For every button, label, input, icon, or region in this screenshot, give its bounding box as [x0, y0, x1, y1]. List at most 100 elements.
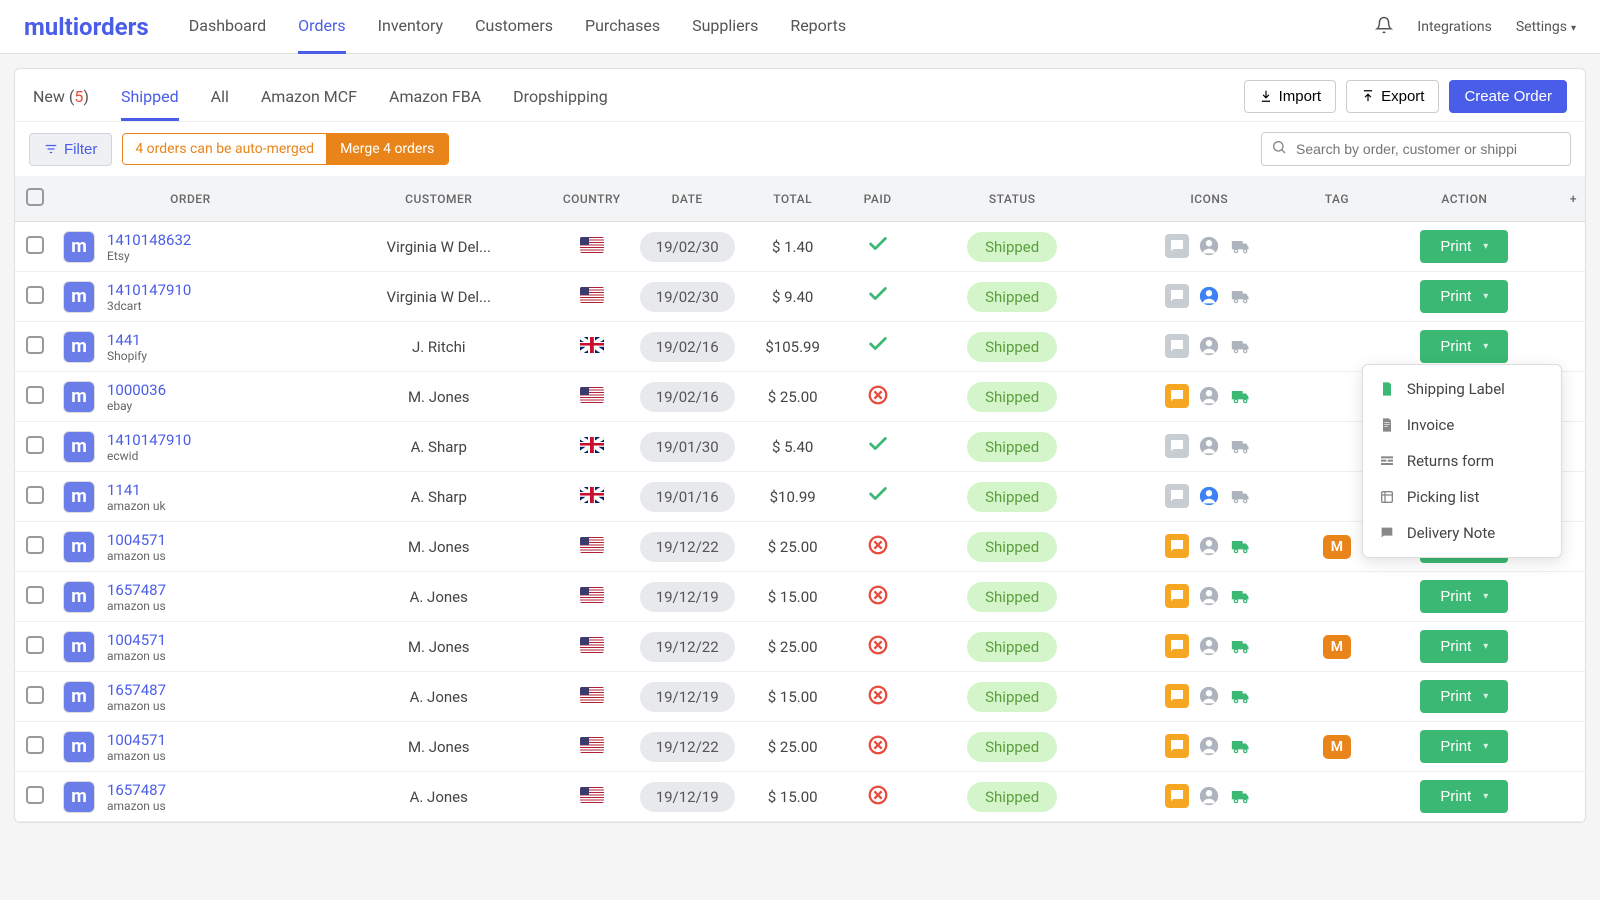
tab-all[interactable]: All	[211, 79, 229, 121]
nav-reports[interactable]: Reports	[790, 0, 846, 54]
person-icon[interactable]	[1197, 484, 1221, 508]
row-checkbox[interactable]	[26, 786, 44, 804]
comment-icon[interactable]	[1165, 734, 1189, 758]
order-id-link[interactable]: 1410147910	[107, 281, 191, 299]
tab-new[interactable]: New (5)	[33, 79, 89, 121]
comment-icon[interactable]	[1165, 684, 1189, 708]
truck-icon[interactable]	[1229, 484, 1253, 508]
comment-icon[interactable]	[1165, 584, 1189, 608]
table-row: m 1657487 amazon us A. Jones 19/12/19 $ …	[15, 672, 1585, 722]
truck-icon[interactable]	[1229, 784, 1253, 808]
order-id-link[interactable]: 1657487	[107, 581, 166, 599]
bell-icon[interactable]	[1375, 16, 1393, 38]
search-input[interactable]	[1261, 132, 1571, 166]
filter-button[interactable]: Filter	[29, 133, 112, 166]
row-checkbox[interactable]	[26, 286, 44, 304]
print-button[interactable]: Print▾	[1420, 630, 1508, 663]
person-icon[interactable]	[1197, 384, 1221, 408]
person-icon[interactable]	[1197, 234, 1221, 258]
comment-icon[interactable]	[1165, 784, 1189, 808]
person-icon[interactable]	[1197, 784, 1221, 808]
row-checkbox[interactable]	[26, 436, 44, 454]
select-all-checkbox[interactable]	[26, 188, 44, 206]
row-checkbox[interactable]	[26, 386, 44, 404]
dropdown-item-shipping-label[interactable]: Shipping Label	[1363, 371, 1561, 407]
order-id-link[interactable]: 1000036	[107, 381, 166, 399]
order-id-link[interactable]: 1004571	[107, 731, 166, 749]
truck-icon[interactable]	[1229, 584, 1253, 608]
print-button[interactable]: Print▾	[1420, 730, 1508, 763]
truck-icon[interactable]	[1229, 684, 1253, 708]
person-icon[interactable]	[1197, 334, 1221, 358]
print-button[interactable]: Print▾	[1420, 680, 1508, 713]
dropdown-item-picking-list[interactable]: Picking list	[1363, 479, 1561, 515]
print-button[interactable]: Print▾	[1420, 230, 1508, 263]
import-button[interactable]: Import	[1244, 80, 1337, 113]
add-column-button[interactable]: +	[1562, 176, 1585, 222]
print-button[interactable]: Print▾	[1420, 330, 1508, 363]
order-id-link[interactable]: 1004571	[107, 631, 166, 649]
row-checkbox[interactable]	[26, 486, 44, 504]
dropdown-item-invoice[interactable]: Invoice	[1363, 407, 1561, 443]
row-checkbox[interactable]	[26, 736, 44, 754]
row-checkbox[interactable]	[26, 586, 44, 604]
tab-amazon-fba[interactable]: Amazon FBA	[389, 79, 481, 121]
order-id-link[interactable]: 1657487	[107, 781, 166, 799]
row-checkbox[interactable]	[26, 536, 44, 554]
nav-customers[interactable]: Customers	[475, 0, 553, 54]
truck-icon[interactable]	[1229, 284, 1253, 308]
person-icon[interactable]	[1197, 734, 1221, 758]
comment-icon[interactable]	[1165, 434, 1189, 458]
nav-orders[interactable]: Orders	[298, 0, 345, 54]
truck-icon[interactable]	[1229, 434, 1253, 458]
comment-icon[interactable]	[1165, 234, 1189, 258]
row-checkbox[interactable]	[26, 686, 44, 704]
tab-shipped[interactable]: Shipped	[121, 79, 179, 121]
print-button[interactable]: Print▾	[1420, 280, 1508, 313]
order-id-link[interactable]: 1141	[107, 481, 166, 499]
nav-suppliers[interactable]: Suppliers	[692, 0, 758, 54]
person-icon[interactable]	[1197, 684, 1221, 708]
person-icon[interactable]	[1197, 534, 1221, 558]
person-icon[interactable]	[1197, 634, 1221, 658]
nav-dashboard[interactable]: Dashboard	[189, 0, 266, 54]
truck-icon[interactable]	[1229, 384, 1253, 408]
dropdown-item-returns-form[interactable]: Returns form	[1363, 443, 1561, 479]
person-icon[interactable]	[1197, 284, 1221, 308]
order-id-link[interactable]: 1004571	[107, 531, 166, 549]
dropdown-item-delivery-note[interactable]: Delivery Note	[1363, 515, 1561, 551]
comment-icon[interactable]	[1165, 284, 1189, 308]
person-icon[interactable]	[1197, 434, 1221, 458]
merge-button[interactable]: Merge 4 orders	[326, 134, 448, 164]
settings-link[interactable]: Settings▾	[1516, 19, 1576, 35]
status-badge: Shipped	[967, 432, 1057, 462]
order-id-link[interactable]: 1441	[107, 331, 147, 349]
comment-icon[interactable]	[1165, 634, 1189, 658]
logo: multiorders	[24, 13, 149, 41]
comment-icon[interactable]	[1165, 484, 1189, 508]
truck-icon[interactable]	[1229, 234, 1253, 258]
comment-icon[interactable]	[1165, 534, 1189, 558]
create-order-button[interactable]: Create Order	[1449, 80, 1567, 113]
row-checkbox[interactable]	[26, 236, 44, 254]
nav-purchases[interactable]: Purchases	[585, 0, 660, 54]
integrations-link[interactable]: Integrations	[1417, 19, 1491, 35]
comment-icon[interactable]	[1165, 384, 1189, 408]
tab-amazon-mcf[interactable]: Amazon MCF	[261, 79, 357, 121]
order-id-link[interactable]: 1410148632	[107, 231, 191, 249]
tab-dropshipping[interactable]: Dropshipping	[513, 79, 608, 121]
print-button[interactable]: Print▾	[1420, 780, 1508, 813]
row-checkbox[interactable]	[26, 636, 44, 654]
truck-icon[interactable]	[1229, 534, 1253, 558]
row-checkbox[interactable]	[26, 336, 44, 354]
person-icon[interactable]	[1197, 584, 1221, 608]
truck-icon[interactable]	[1229, 334, 1253, 358]
truck-icon[interactable]	[1229, 734, 1253, 758]
comment-icon[interactable]	[1165, 334, 1189, 358]
order-id-link[interactable]: 1410147910	[107, 431, 191, 449]
print-button[interactable]: Print▾	[1420, 580, 1508, 613]
order-id-link[interactable]: 1657487	[107, 681, 166, 699]
nav-inventory[interactable]: Inventory	[378, 0, 444, 54]
export-button[interactable]: Export	[1346, 80, 1439, 113]
truck-icon[interactable]	[1229, 634, 1253, 658]
